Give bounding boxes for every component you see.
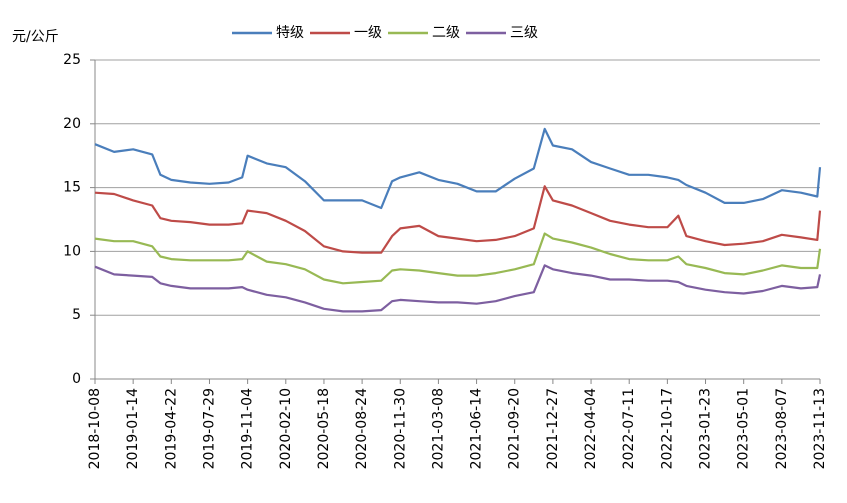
x-tick-label: 2019-01-14: [125, 388, 141, 469]
y-tick-label: 10: [63, 243, 81, 259]
series-line: [94, 232, 822, 285]
y-tick-label: 15: [63, 180, 81, 196]
x-tick-label: 2020-05-18: [316, 388, 332, 469]
legend-label: 二级: [432, 25, 460, 41]
legend-label: 特级: [276, 25, 304, 41]
legend-label: 三级: [510, 25, 538, 41]
x-tick-label: 2021-12-27: [545, 388, 561, 469]
x-tick-label: 2020-08-24: [354, 388, 370, 469]
x-tick-label: 2022-10-17: [659, 388, 675, 469]
x-tick-label: 2019-04-22: [163, 388, 179, 469]
x-tick-label: 2020-11-30: [392, 388, 408, 469]
legend-label: 一级: [354, 25, 382, 41]
x-tick-label: 2020-02-10: [278, 388, 294, 469]
x-tick-label: 2022-07-11: [621, 388, 637, 469]
series-line: [94, 127, 822, 210]
x-tick-label: 2021-03-08: [430, 388, 446, 469]
x-tick-label: 2023-11-13: [812, 388, 828, 469]
x-tick-label: 2018-10-08: [87, 388, 103, 469]
x-tick-label: 2023-05-01: [736, 388, 752, 469]
x-tick-label: 2019-11-04: [240, 388, 256, 469]
series-line: [94, 185, 822, 254]
x-tick-label: 2022-04-04: [583, 388, 599, 469]
y-tick-label: 20: [63, 116, 81, 132]
y-axis-label: 元/公斤: [12, 29, 59, 45]
y-tick-label: 5: [72, 307, 81, 323]
x-tick-label: 2021-06-14: [469, 388, 485, 469]
x-tick-label: 2021-09-20: [507, 388, 523, 469]
x-tick-label: 2023-01-23: [698, 388, 714, 469]
x-tick-label: 2023-08-07: [774, 388, 790, 469]
y-tick-label: 0: [72, 371, 81, 387]
x-tick-label: 2019-07-29: [201, 388, 217, 469]
series-line: [94, 264, 822, 313]
y-tick-label: 25: [63, 52, 81, 68]
